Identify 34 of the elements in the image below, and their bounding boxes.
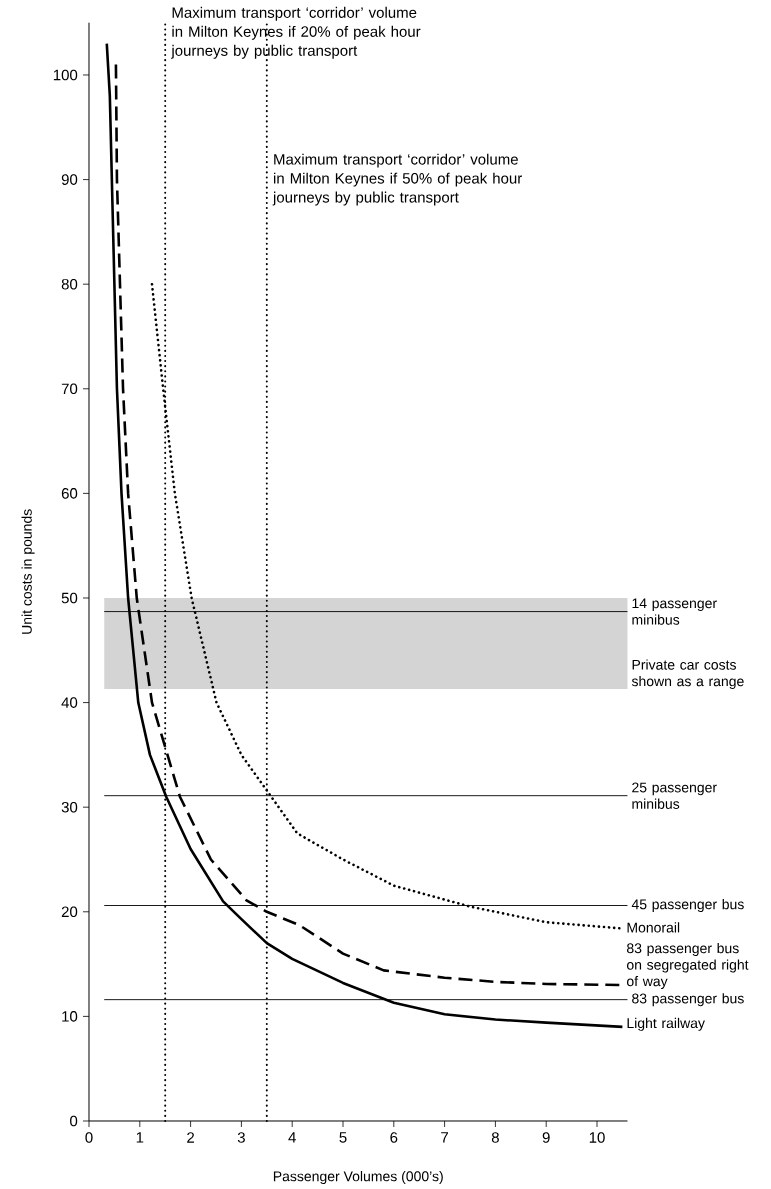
- y-tick-label: 20: [61, 906, 78, 918]
- x-tick-label: 9: [542, 1132, 550, 1143]
- x-tick-label: 8: [491, 1132, 499, 1143]
- y-axis-title: Unit costs in pounds: [21, 509, 35, 634]
- y-tick-label: 70: [61, 383, 78, 395]
- x-tick-label: 5: [339, 1132, 347, 1143]
- y-tick-label: 60: [61, 488, 78, 499]
- y-tick-label: 40: [61, 697, 78, 708]
- y-tick-label: 50: [61, 592, 78, 604]
- x-tick-label: 1: [136, 1132, 144, 1143]
- x-axis-title: Passenger Volumes (000’s): [273, 1171, 443, 1185]
- band-label: Private car costs shown as a range: [631, 659, 744, 689]
- ref-line-label: 25 passenger minibus: [632, 782, 717, 809]
- series-label: Light railway: [627, 1017, 705, 1031]
- ref-line-label: 83 passenger bus: [632, 993, 744, 1007]
- y-tick-label: 10: [62, 1011, 78, 1022]
- x-tick-label: 4: [288, 1132, 296, 1143]
- x-tick-label: 3: [237, 1132, 245, 1143]
- y-tick-label: 90: [61, 174, 78, 185]
- y-tick-label: 80: [61, 278, 78, 290]
- y-tick-label: 100: [53, 69, 78, 81]
- ref-line-label: Maximum transport ‘corridor’ volume in Milton Keynes if 20% of peak hour journeys by public transport: [171, 6, 421, 59]
- x-tick-label: 0: [85, 1132, 93, 1143]
- series-label: 83 passenger bus on segregated right of way: [627, 942, 749, 990]
- ref-line-label: Maximum transport ‘corridor’ volume in Milton Keynes if 50% of peak hour journeys by public transport: [272, 153, 523, 206]
- x-tick-label: 10: [589, 1132, 605, 1143]
- x-tick-label: 7: [441, 1132, 449, 1143]
- x-tick-label: 2: [187, 1132, 195, 1143]
- y-tick-label: 30: [61, 801, 78, 813]
- series-label: Monorail: [627, 922, 680, 933]
- ref-line-label: 45 passenger bus: [631, 898, 744, 913]
- x-tick-label: 6: [390, 1132, 398, 1143]
- ref-line-label: 14 passenger minibus: [632, 598, 717, 625]
- y-tick-label: 0: [70, 1115, 78, 1127]
